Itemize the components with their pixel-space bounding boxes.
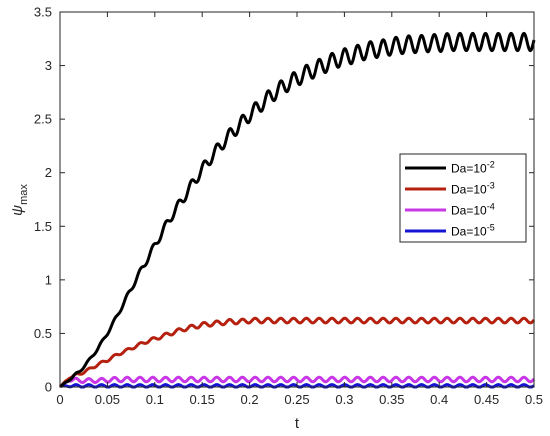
x-tick-label: 0 [56,392,63,407]
legend-entry-exponent: -4 [487,202,495,212]
ticks-layer: 0 0.05 0.1 0.15 0.2 0.25 0.3 0.35 0.4 0.45 0.5 0 0.5… [34,5,543,408]
legend-entry-exponent: -3 [487,181,495,191]
legend: Da=10-2Da=10-3Da=10-4Da=10-5 [399,153,527,243]
y-tick-label: 2 [45,165,52,180]
series-line [58,316,536,389]
y-tick-label: 0.5 [34,326,52,341]
y-tick-label: 1 [45,272,52,287]
y-tick-label: 1.5 [34,219,52,234]
legend-entry-label: Da=10 [451,162,487,176]
x-tick-label: 0.35 [379,392,404,407]
legend-entry: Da=10-5 [451,223,495,239]
x-tick-label: 0.25 [284,392,309,407]
x-tick-label: 0.15 [190,392,215,407]
x-tick-label: 0.45 [474,392,499,407]
y-tick-label: 3 [45,58,52,73]
y-tick-label: 3.5 [34,5,52,20]
y-axis-label-main: ψ [9,205,26,216]
y-tick-label: 2.5 [34,112,52,127]
y-axis-label: ψmax [9,184,30,216]
svg-text:ψmax: ψmax [9,184,30,216]
y-axis-label-sub: max [18,184,30,205]
x-tick-label: 0.5 [525,392,543,407]
legend-entry-label: Da=10 [451,225,487,239]
legend-entry: Da=10-2 [451,160,495,176]
x-tick-label: 0.3 [335,392,353,407]
legend-entry-exponent: -5 [487,223,495,233]
x-tick-label: 0.1 [146,392,164,407]
x-tick-label: 0.2 [241,392,259,407]
series-line [59,375,536,389]
x-tick-label: 0.05 [95,392,120,407]
series-line [59,31,536,389]
y-tick-label: 0 [45,380,52,395]
legend-entry: Da=10-3 [451,181,495,197]
legend-entry: Da=10-4 [451,202,495,218]
legend-entry-label: Da=10 [451,204,487,218]
legend-entry-exponent: -2 [487,160,495,170]
x-axis-label: t [295,415,300,432]
legend-entry-label: Da=10 [451,183,487,197]
x-tick-label: 0.4 [430,392,448,407]
